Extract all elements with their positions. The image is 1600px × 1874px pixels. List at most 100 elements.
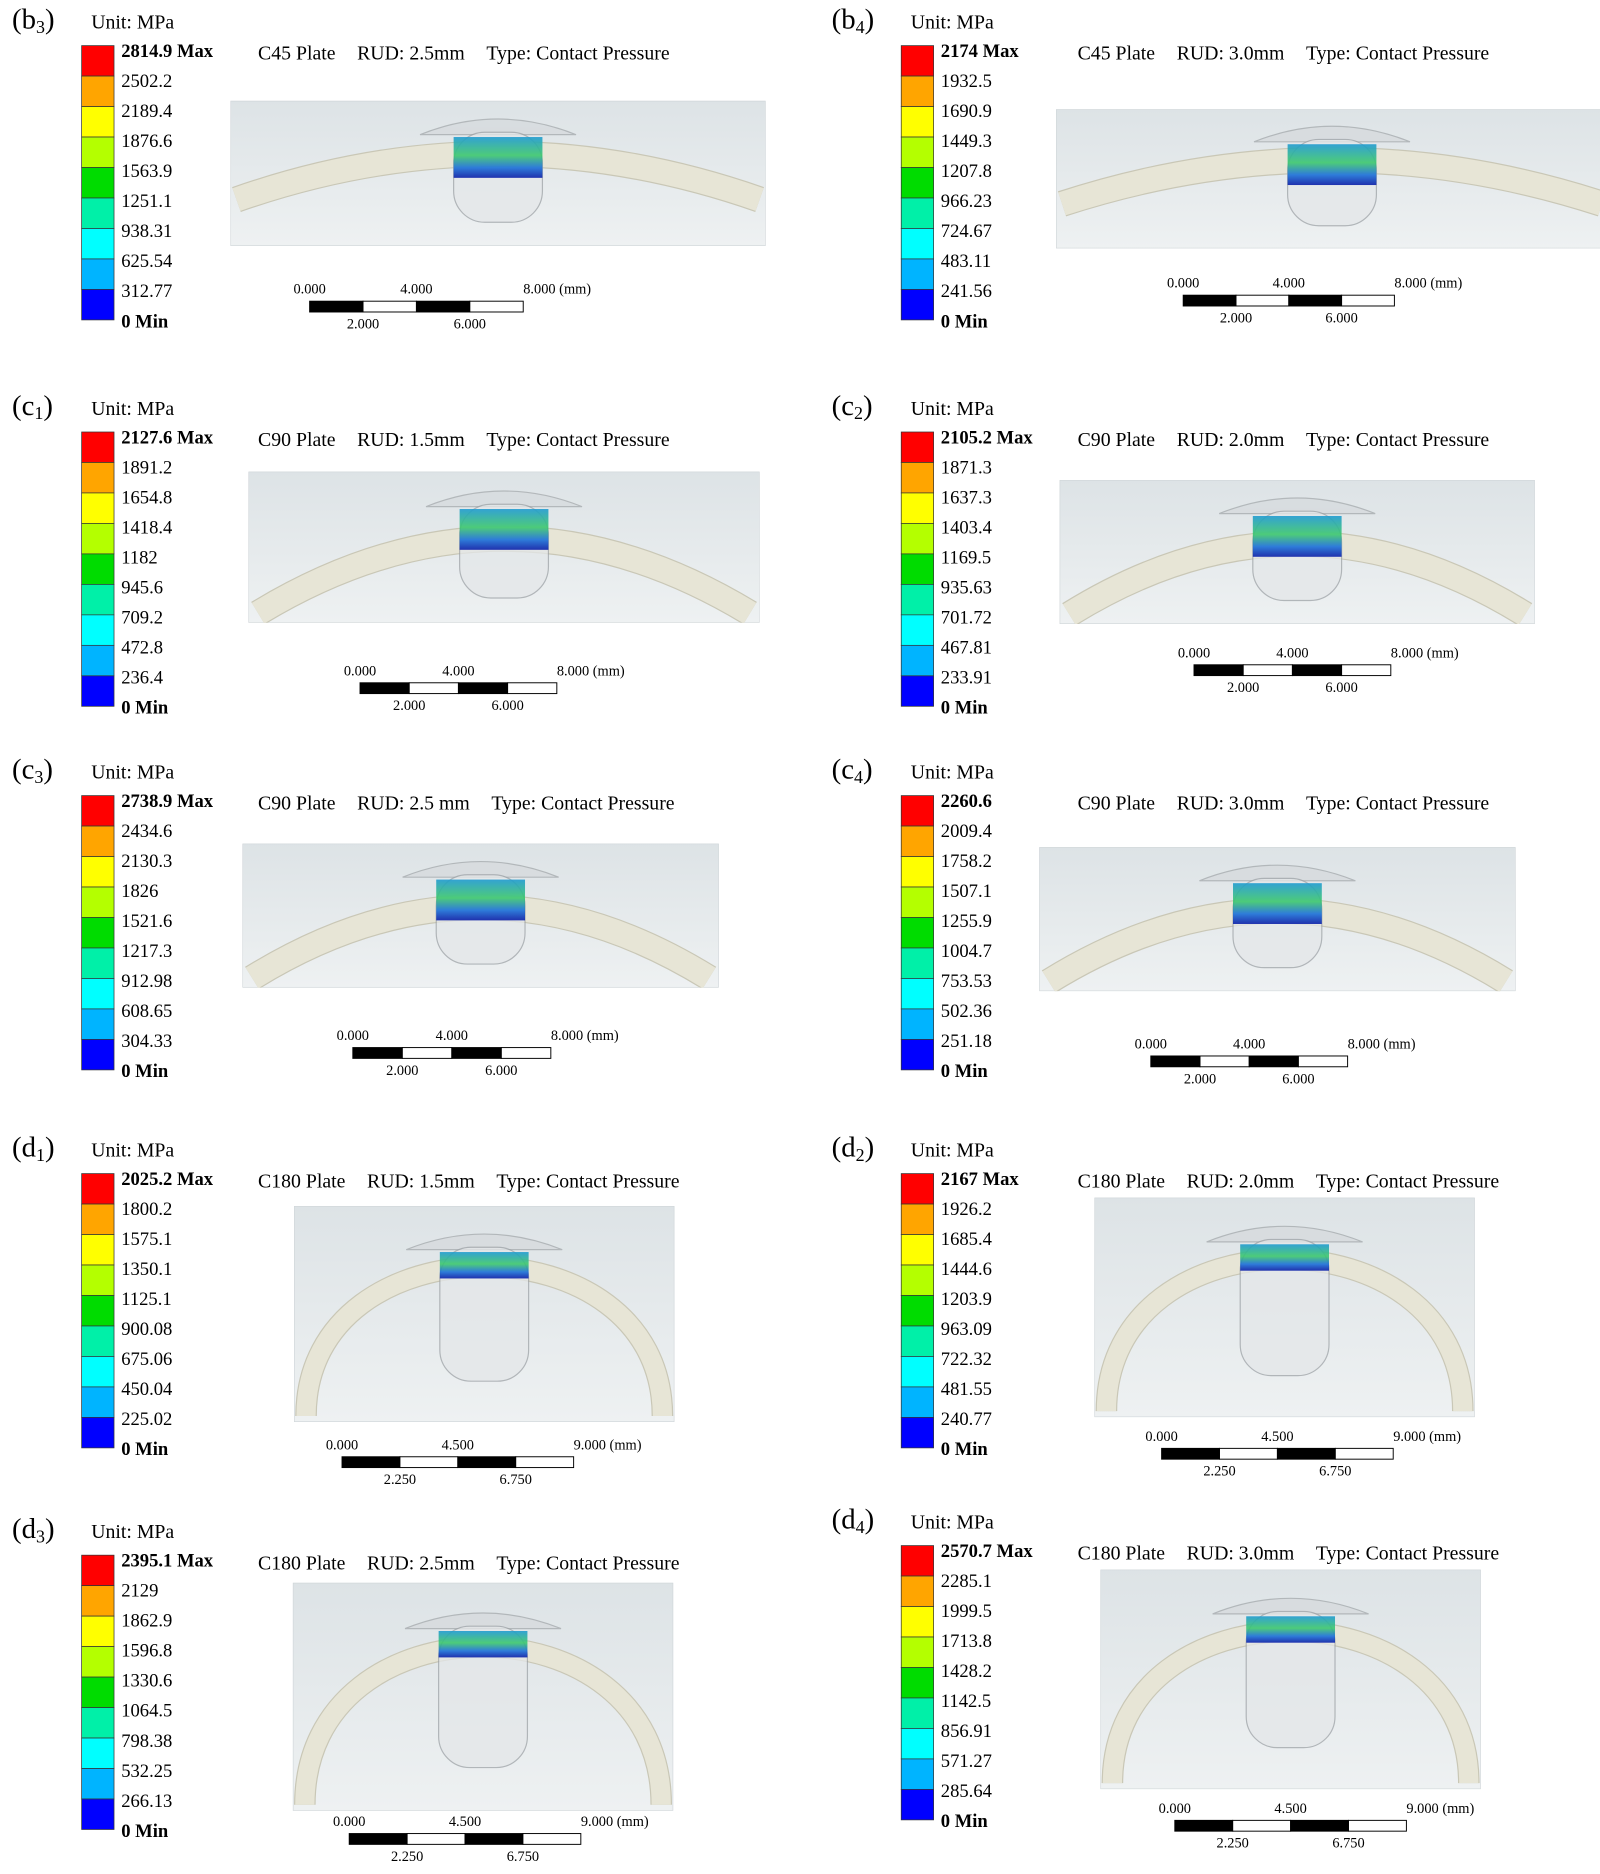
legend-label: 1251.1 — [121, 191, 172, 212]
legend-label: 472.8 — [121, 638, 163, 659]
scale-top-label: 8.000 (mm) — [523, 282, 591, 298]
colorbar-box — [900, 431, 934, 463]
unit: Unit: MPa — [91, 1521, 174, 1543]
title-rud: RUD: 2.0mm — [1177, 429, 1285, 451]
scale-seg — [1297, 1055, 1349, 1068]
panel: (c3) Unit: MPa 2738.9 Max 2434.6 2130.3 1826 1… — [12, 753, 719, 1082]
colorbar-box — [81, 1707, 115, 1739]
title-type: Type: Contact Pressure — [1306, 429, 1489, 451]
legend-label: 0 Min — [121, 1439, 169, 1460]
panel: (c4) Unit: MPa 2260.6 2009.4 1758.2 1507.1 125… — [832, 753, 1516, 1087]
colorbar-box — [81, 1676, 115, 1708]
legend-label: 481.55 — [941, 1379, 992, 1400]
legend-label: 233.91 — [941, 668, 992, 689]
colorbar-box — [900, 917, 934, 949]
colorbar-box — [81, 431, 115, 463]
scale-seg — [1288, 294, 1343, 307]
scale-bottom-label: 2.250 — [1203, 1464, 1235, 1480]
legend-label: 1713.8 — [941, 1631, 992, 1652]
panel: (c2) Unit: MPa 2105.2 Max 1871.3 1637.3 1403.… — [832, 390, 1535, 719]
legend-label: 1654.8 — [121, 488, 172, 509]
unit: Unit: MPa — [911, 398, 994, 420]
colorbar-box — [900, 886, 934, 918]
scale-bottom-label: 2.250 — [384, 1472, 416, 1488]
panel-label-part: 2 — [856, 1145, 865, 1165]
colorbar-box — [81, 136, 115, 168]
pressure-band — [439, 1252, 529, 1279]
screw-head — [404, 1612, 562, 1630]
title-plate: C45 Plate — [258, 43, 336, 65]
scale-top-label: 9.000 (mm) — [581, 1814, 649, 1830]
scale-bottom-label: 2.000 — [1184, 1071, 1216, 1087]
screw-head — [1253, 125, 1411, 143]
colorbar — [900, 795, 934, 1071]
scale-seg — [348, 1833, 408, 1845]
scale-bottom-label: 2.000 — [347, 316, 379, 332]
colorbar-box — [81, 644, 115, 677]
scale-bar — [341, 1456, 575, 1469]
scale-seg — [515, 1456, 575, 1469]
title-rud: RUD: 2.5mm — [357, 43, 465, 65]
colorbar-box — [81, 492, 115, 524]
panel-label-part: 1 — [36, 1145, 45, 1165]
legend-label: 312.77 — [121, 281, 172, 302]
legend-label: 2167 Max — [941, 1169, 1020, 1190]
panel-label: (c4) — [832, 753, 873, 787]
legend-label: 724.67 — [941, 221, 992, 242]
colorbar-box — [900, 462, 934, 494]
title-type: Type: Contact Pressure — [486, 429, 669, 451]
legend-label: 467.81 — [941, 638, 992, 659]
legend-label: 2260.6 — [941, 791, 992, 812]
legend-label: 1142.5 — [941, 1691, 991, 1712]
scale-seg — [457, 1456, 517, 1469]
legend-label: 1891.2 — [121, 457, 172, 478]
scale-top-label: 9.000 (mm) — [1406, 1801, 1474, 1817]
scale-bottom-label: 2.250 — [1217, 1836, 1249, 1852]
scale-seg — [1242, 664, 1293, 677]
scale-seg — [1161, 1447, 1220, 1460]
legend-label: 225.02 — [121, 1409, 172, 1430]
colorbar-box — [900, 553, 934, 585]
title-plate: C180 Plate — [1078, 1171, 1166, 1193]
scale-seg — [500, 1047, 552, 1059]
legend-label: 1255.9 — [941, 911, 992, 932]
legend-label: 2025.2 Max — [121, 1169, 214, 1190]
colorbar-box — [81, 1737, 115, 1769]
panel-label-part: ) — [45, 3, 55, 35]
scale-top-label: 4.000 — [1276, 645, 1308, 661]
scale-bar — [348, 1833, 582, 1845]
legend-label: 0 Min — [941, 698, 989, 719]
title-rud: RUD: 3.0mm — [1177, 793, 1285, 815]
colorbar-box — [81, 1798, 115, 1830]
colorbar-box — [900, 289, 934, 321]
screw-head — [1218, 497, 1376, 515]
legend-label: 1207.8 — [941, 161, 992, 182]
panel-label: (d2) — [832, 1131, 875, 1165]
legend-label: 675.06 — [121, 1349, 172, 1370]
scale-bottom-label: 2.250 — [391, 1849, 423, 1865]
legend-label: 571.27 — [941, 1751, 992, 1772]
colorbar-box — [900, 1697, 934, 1729]
colorbar-box — [900, 1295, 934, 1327]
legend-label: 912.98 — [121, 971, 172, 992]
scale-seg — [464, 1833, 524, 1845]
legend-label: 2105.2 Max — [941, 427, 1034, 448]
title-rud: RUD: 2.5mm — [367, 1552, 475, 1574]
legend-label: 0 Min — [121, 1821, 169, 1842]
scale-seg — [507, 682, 558, 695]
colorbar-box — [81, 1203, 115, 1235]
legend-label: 1507.1 — [941, 881, 992, 902]
panel-label-part: ) — [863, 390, 873, 422]
legend-label: 0 Min — [941, 1811, 989, 1832]
colorbar-box — [900, 1234, 934, 1266]
scale-bottom-label: 6.750 — [507, 1849, 539, 1865]
panel-label-part: 2 — [854, 403, 863, 423]
scale-seg — [1248, 1055, 1299, 1068]
colorbar-box — [900, 978, 934, 1010]
panel-label-part: (d — [832, 1131, 857, 1163]
scale-seg — [406, 1833, 466, 1845]
colorbar-box — [900, 106, 934, 138]
colorbar — [900, 1173, 934, 1449]
legend-label: 236.4 — [121, 668, 163, 689]
colorbar-box — [81, 462, 115, 494]
